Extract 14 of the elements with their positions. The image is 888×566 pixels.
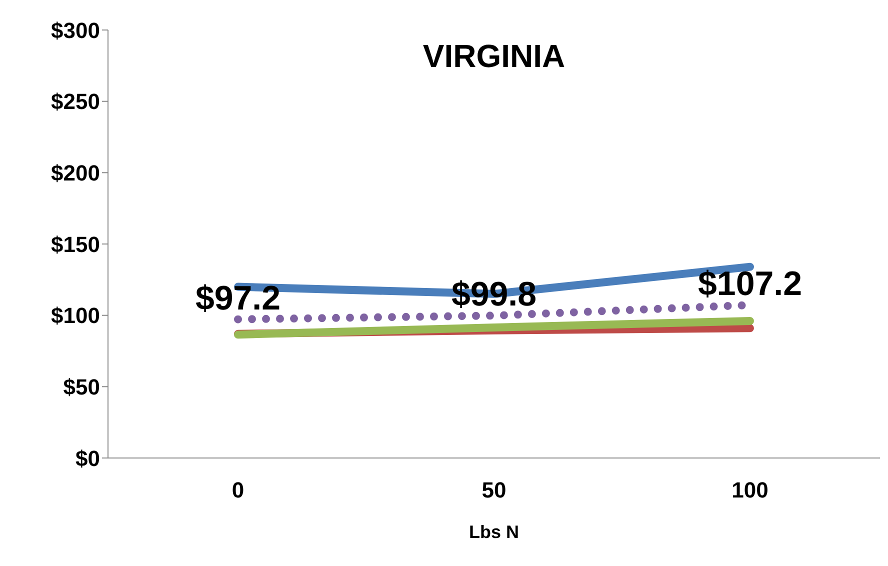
chart-title: VIRGINIA	[422, 38, 566, 75]
y-tick-label: $150	[51, 232, 100, 257]
y-tick-label: $300	[51, 18, 100, 43]
y-tick-label: $100	[51, 303, 100, 328]
data-label: $107.2	[698, 265, 802, 304]
x-axis-title: Lbs N	[468, 522, 520, 542]
y-tick-label: $0	[76, 446, 100, 471]
y-tick-label: $50	[63, 374, 100, 400]
x-tick-label: 100	[732, 478, 768, 503]
x-tick-label: 50	[482, 478, 506, 503]
y-tick-label: $250	[51, 89, 100, 114]
x-tick-label: 0	[232, 478, 244, 503]
data-label: $97.2	[195, 279, 281, 318]
y-tick-label: $200	[51, 160, 100, 186]
